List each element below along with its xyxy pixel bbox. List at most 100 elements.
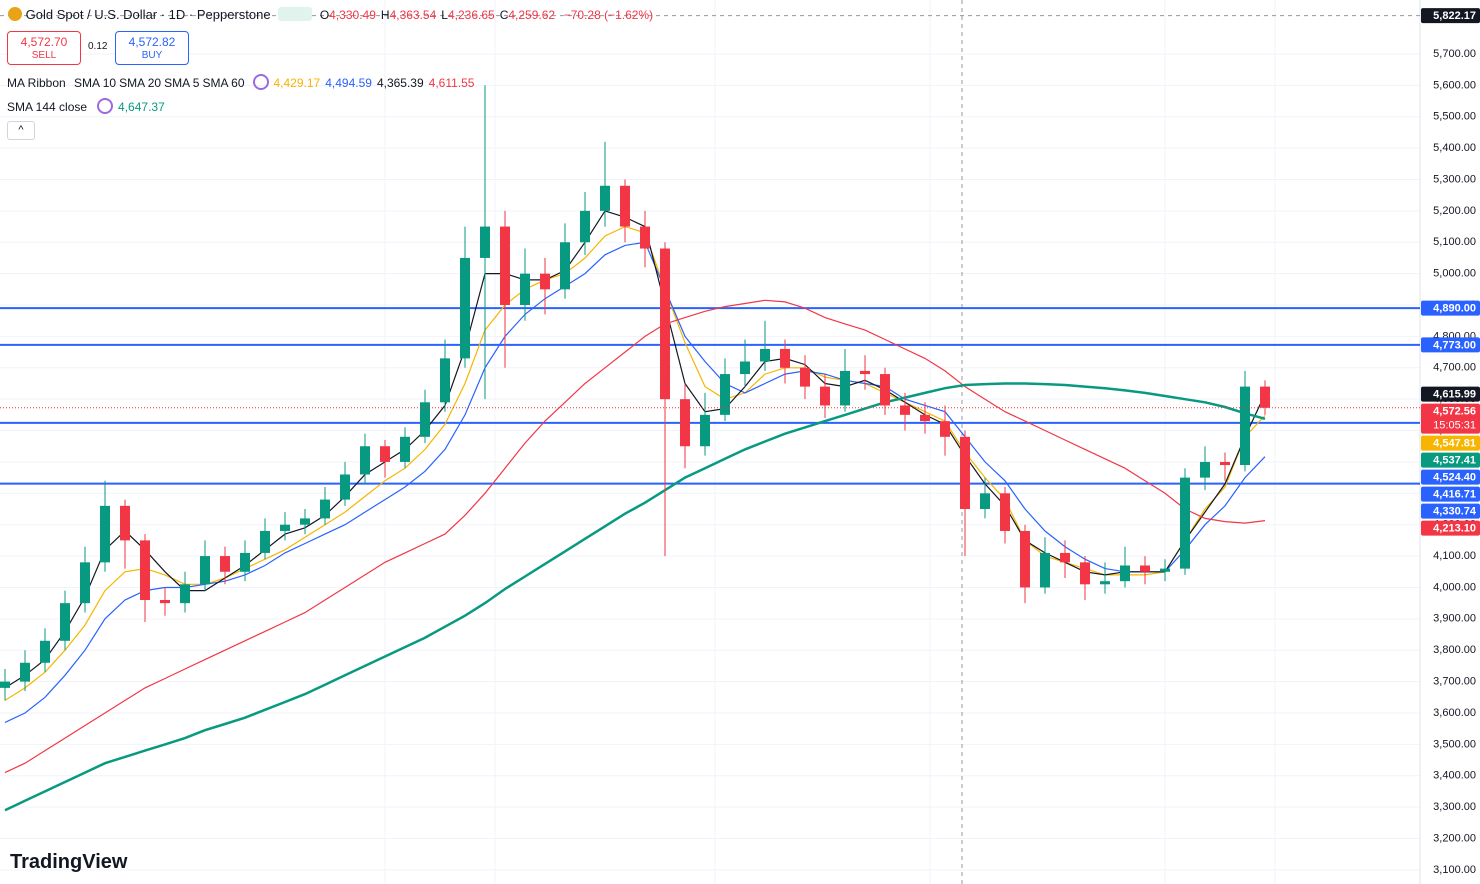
crosshair-label: 5,822.17 [1433,10,1476,22]
candle-body [100,505,110,563]
status-badge[interactable] [278,7,313,21]
collapse-button[interactable]: ^ [7,121,35,140]
candle-body [360,446,370,475]
level-label: 4,524.40 [1433,472,1476,484]
sell-button[interactable]: 4,572.70 SELL [7,31,81,65]
candle-body [320,499,330,519]
candle-body [860,370,870,375]
ma-last-label-bg [1421,452,1480,468]
spread: 0.12 [88,41,108,52]
y-tick-label: 4,100.00 [1433,550,1476,562]
candle-body [1180,477,1190,569]
y-tick-label: 3,500.00 [1433,738,1476,750]
sma144-legend: SMA 144 close 4,647.37 [7,98,170,114]
candle-body [620,185,630,227]
candle-body [180,584,190,604]
ribbon-legend: MA Ribbon SMA 10 SMA 20 SMA 5 SMA 60 4,429.1… [7,74,479,90]
ma-last-label: 4,537.41 [1433,455,1476,467]
y-tick-label: 5,300.00 [1433,173,1476,185]
ohlc-value: 4,236.65 [447,8,495,22]
symbol-icon [8,7,22,21]
y-tick-label: 3,700.00 [1433,675,1476,687]
candle-body [740,361,750,375]
ohlc-key: H [380,8,390,22]
candle-body [120,505,130,541]
candle-body [1260,386,1270,408]
candle-body [340,474,350,500]
y-tick-label: 5,100.00 [1433,236,1476,248]
ma-last-label-bg [1421,520,1480,536]
candle-body [1240,386,1250,466]
candle-body [1020,530,1030,588]
level-label-bg [1421,337,1480,353]
level-label: 4,773.00 [1433,339,1476,351]
sell-price: 4,572.70 [20,35,68,49]
crosshair-label-bg [1421,8,1480,24]
buy-text: BUY [141,50,163,61]
candle-body [420,402,430,437]
candle-body [1120,565,1130,582]
ohlc-value: 4,363.54 [389,8,437,22]
buy-button[interactable]: 4,572.82 BUY [115,31,189,65]
buy-price: 4,572.82 [128,35,176,49]
candle-body [440,358,450,403]
candle-body [460,257,470,359]
candle-body [280,524,290,531]
ma-last-label: 4,615.99 [1433,389,1476,401]
y-tick-label: 4,700.00 [1433,362,1476,374]
candle-body [820,386,830,406]
ma-last-label: 4,547.81 [1433,438,1476,450]
candle-body [800,367,810,387]
y-tick-label: 5,000.00 [1433,268,1476,280]
candle-body [240,552,250,572]
candle-body [940,421,950,437]
ribbon-name: MA Ribbon [7,76,66,90]
ohlc-key: C [499,8,509,22]
candle-body [1140,565,1150,572]
y-tick-label: 3,800.00 [1433,644,1476,656]
level-label-bg [1421,469,1480,485]
chart-title: Gold Spot / U.S. Dollar · 1D · Peppersto… [25,7,271,22]
candle-body [20,662,30,682]
candle-body [540,273,550,290]
candle-body [40,640,50,663]
brand-logo: TradingView [10,851,128,873]
y-tick-label: 3,100.00 [1433,864,1476,876]
legend-value: 4,494.59 [325,76,372,90]
ohlc-key: O [319,8,330,22]
legend-value: 4,611.55 [428,76,475,90]
y-tick-label: 4,000.00 [1433,581,1476,593]
ma-line [4,241,1266,723]
candle-body [1060,552,1070,563]
candle-body [140,540,150,601]
ohlc-key: L [441,8,448,22]
candle-body [880,374,890,406]
y-tick-label: 5,600.00 [1433,79,1476,91]
change: −70.28 (−1.62%) [563,8,654,22]
candle-body [1100,581,1110,585]
ohlc-readout: O4,330.49 H4,363.54 L4,236.65 C4,259.62 [320,8,560,22]
candle-body [760,348,770,362]
candle-body [780,348,790,368]
candle-body [1000,493,1010,531]
y-tick-label: 3,400.00 [1433,770,1476,782]
candle-body [500,226,510,306]
level-label: 4,330.74 [1433,506,1477,518]
candle-body [900,405,910,415]
candle-body [300,518,310,525]
legend-name: SMA 10 [74,76,117,90]
legend-name: SMA 5 [164,76,200,90]
settings-icon [252,74,269,90]
legend-value: 4,429.17 [273,76,321,90]
candle-body [0,681,10,688]
y-tick-label: 5,400.00 [1433,142,1476,154]
ma-last-label-bg [1421,435,1480,451]
sell-text: SELL [31,50,57,61]
candle-body [400,436,410,462]
candle-body [660,248,670,400]
settings-icon [97,98,114,114]
y-tick-label: 3,300.00 [1433,801,1476,813]
header: Gold Spot / U.S. Dollar · 1D · Peppersto… [8,7,653,22]
